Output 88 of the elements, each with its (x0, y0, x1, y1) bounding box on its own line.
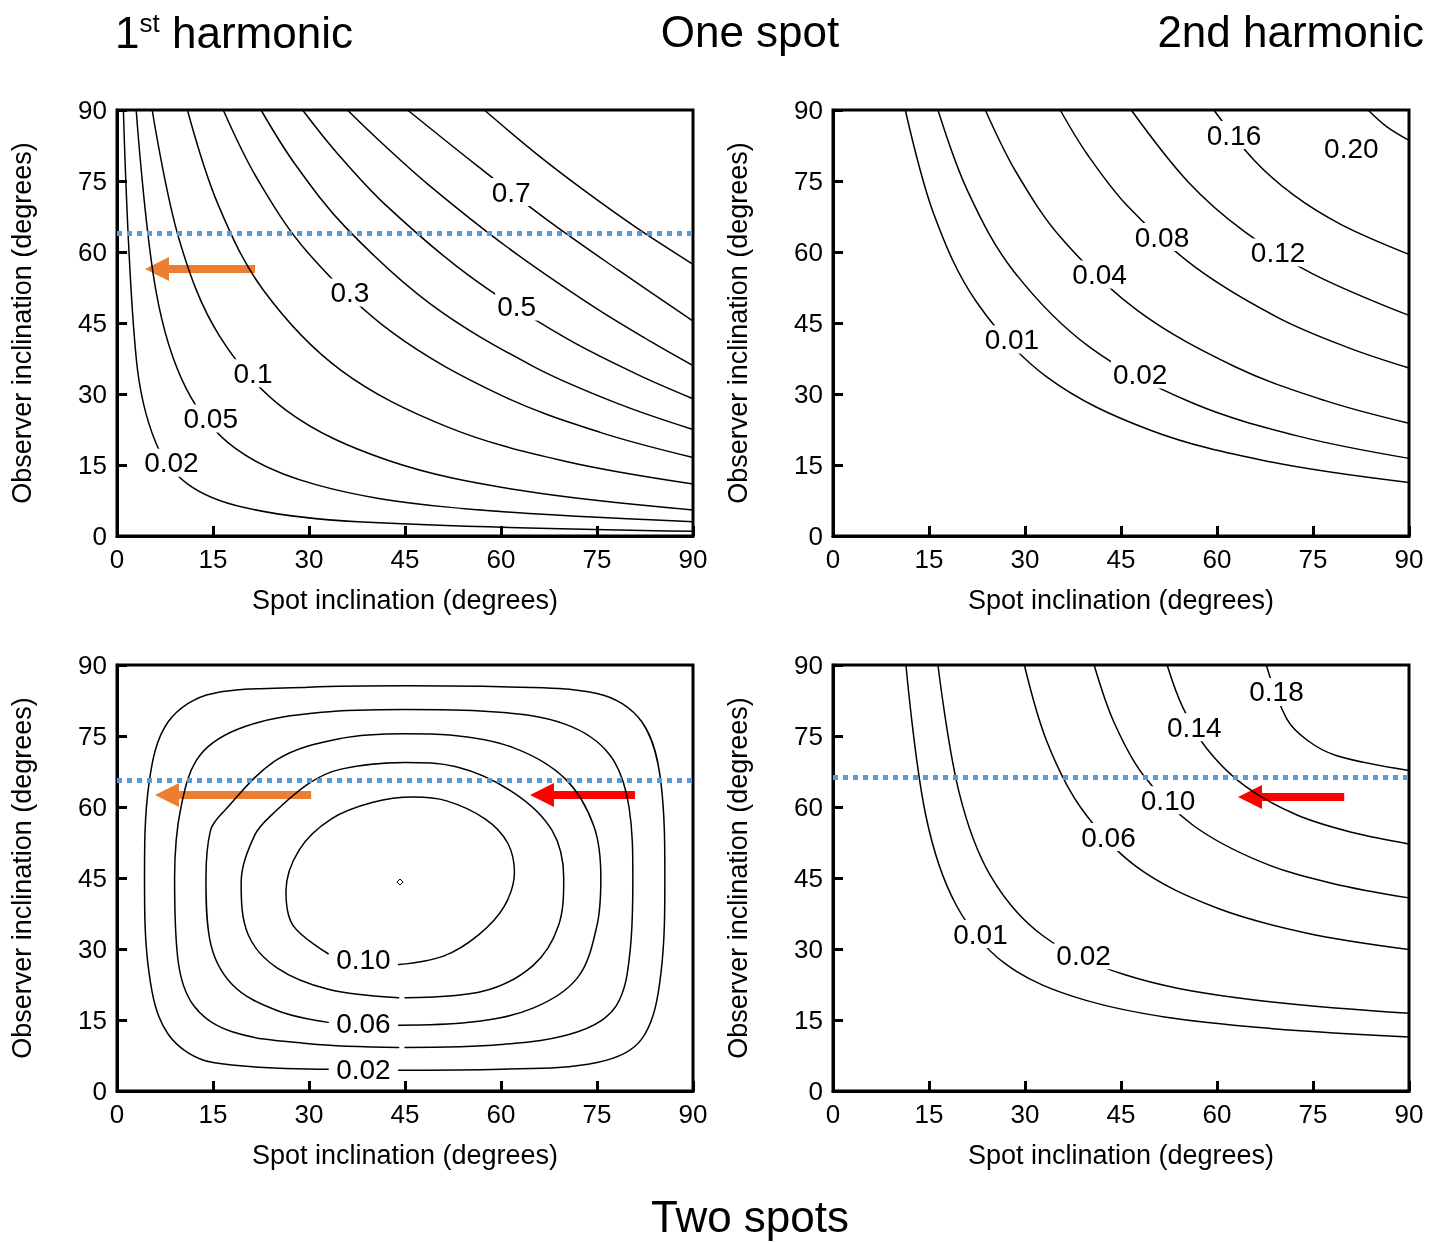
x-tick-label: 90 (1394, 544, 1424, 574)
x-tick-label: 75 (582, 1099, 612, 1129)
x-tick-label: 75 (1298, 1099, 1328, 1129)
y-tick-label: 15 (794, 450, 823, 480)
text: Two spots (650, 1192, 850, 1241)
chart-title: 2nd harmonic (1157, 7, 1424, 56)
x-tick-label: 60 (486, 1099, 516, 1129)
chart-title: 1$^{st}$ harmonic (115, 7, 353, 57)
x-axis-title: Spot inclination (degrees) (251, 584, 559, 615)
x-tick-label: 45 (390, 1099, 420, 1129)
y-axis-title: Observer inclination (degrees) (6, 697, 37, 1059)
y-tick-label: 0 (808, 521, 823, 551)
x-tick-label: 45 (390, 544, 420, 574)
x-tick-label: 90 (678, 544, 708, 574)
x-tick-label: 60 (1202, 544, 1232, 574)
y-tick-label: 30 (78, 379, 107, 409)
x-tick-label: 15 (914, 544, 944, 574)
x-tick-label: 90 (1394, 1099, 1424, 1129)
series-label: 0.5 (497, 290, 537, 322)
line-series (173, 708, 634, 1049)
series-label: 0.02 (336, 1054, 391, 1086)
y-tick-label: 90 (794, 95, 823, 125)
series-label: 0.02 (1056, 939, 1111, 971)
y-tick-label: 60 (78, 237, 107, 267)
series-label: 0.1 (233, 357, 273, 389)
y-tick-label: 75 (794, 721, 823, 751)
x-tick-label: 45 (1106, 544, 1136, 574)
series-label: 0.06 (336, 1008, 391, 1040)
x-axis-title: Spot inclination (degrees) (967, 584, 1275, 615)
y-tick-label: 15 (78, 450, 107, 480)
y-tick-label: 75 (78, 721, 107, 751)
x-tick-label: 15 (198, 1099, 228, 1129)
x-axis-title: Spot inclination (degrees) (251, 1139, 559, 1170)
x-tick-label: 30 (294, 1099, 324, 1129)
y-tick-label: 90 (78, 95, 107, 125)
y-tick-label: 75 (794, 166, 823, 196)
y-tick-label: 45 (78, 308, 107, 338)
y-tick-label: 90 (78, 650, 107, 680)
series-label: 0.01 (984, 324, 1040, 356)
y-tick-label: 0 (92, 521, 107, 551)
series-label: 0.06 (1081, 821, 1136, 853)
y-tick-label: 30 (794, 379, 823, 409)
x-tick-label: 30 (294, 544, 324, 574)
series-label: 0.08 (1134, 221, 1190, 253)
series-label: 0.01 (953, 918, 1008, 950)
y-tick-label: 0 (92, 1076, 107, 1106)
line-series (240, 761, 565, 999)
series-label: 0.7 (491, 176, 531, 208)
series-label: 0.12 (1250, 236, 1306, 268)
x-tick-label: 60 (1202, 1099, 1232, 1129)
y-tick-label: 15 (78, 1005, 107, 1035)
y-tick-label: 30 (794, 934, 823, 964)
series-label: 0.14 (1167, 711, 1222, 743)
series-label: 0.10 (336, 943, 391, 975)
y-tick-label: 75 (78, 166, 107, 196)
x-tick-label: 75 (1298, 544, 1328, 574)
y-tick-label: 60 (794, 792, 823, 822)
x-tick-label: 90 (678, 1099, 708, 1129)
y-tick-label: 30 (78, 934, 107, 964)
y-tick-label: 60 (78, 792, 107, 822)
x-tick-label: 75 (582, 544, 612, 574)
x-axis-title: Spot inclination (degrees) (967, 1139, 1275, 1170)
series-label: 0.02 (1112, 359, 1168, 391)
series-label: 0.05 (183, 402, 239, 434)
series-label: 0.3 (330, 276, 370, 308)
x-tick-label: 45 (1106, 1099, 1136, 1129)
y-tick-label: 45 (794, 308, 823, 338)
series-label: 0.20 (1324, 133, 1379, 165)
y-axis-title: Observer inclination (degrees) (6, 142, 37, 504)
y-tick-label: 15 (794, 1005, 823, 1035)
series-label: 0.04 (1072, 258, 1127, 290)
x-tick-label: 15 (198, 544, 228, 574)
x-tick-label: 15 (914, 1099, 944, 1129)
x-tick-label: 60 (486, 544, 516, 574)
y-tick-label: 0 (808, 1076, 823, 1106)
y-tick-label: 45 (794, 863, 823, 893)
y-tick-label: 45 (78, 863, 107, 893)
series-label: 0.16 (1206, 119, 1262, 151)
text: One spot (660, 7, 840, 56)
y-axis-title: Observer inclination (degrees) (722, 697, 753, 1059)
y-tick-label: 90 (794, 650, 823, 680)
x-tick-label: 30 (1010, 1099, 1040, 1129)
series-label: 0.18 (1249, 676, 1304, 708)
x-tick-label: 30 (1010, 544, 1040, 574)
y-tick-label: 60 (794, 237, 823, 267)
series-label: 0.02 (144, 447, 199, 479)
y-axis-title: Observer inclination (degrees) (722, 142, 753, 504)
series-label: 0.10 (1140, 784, 1196, 816)
